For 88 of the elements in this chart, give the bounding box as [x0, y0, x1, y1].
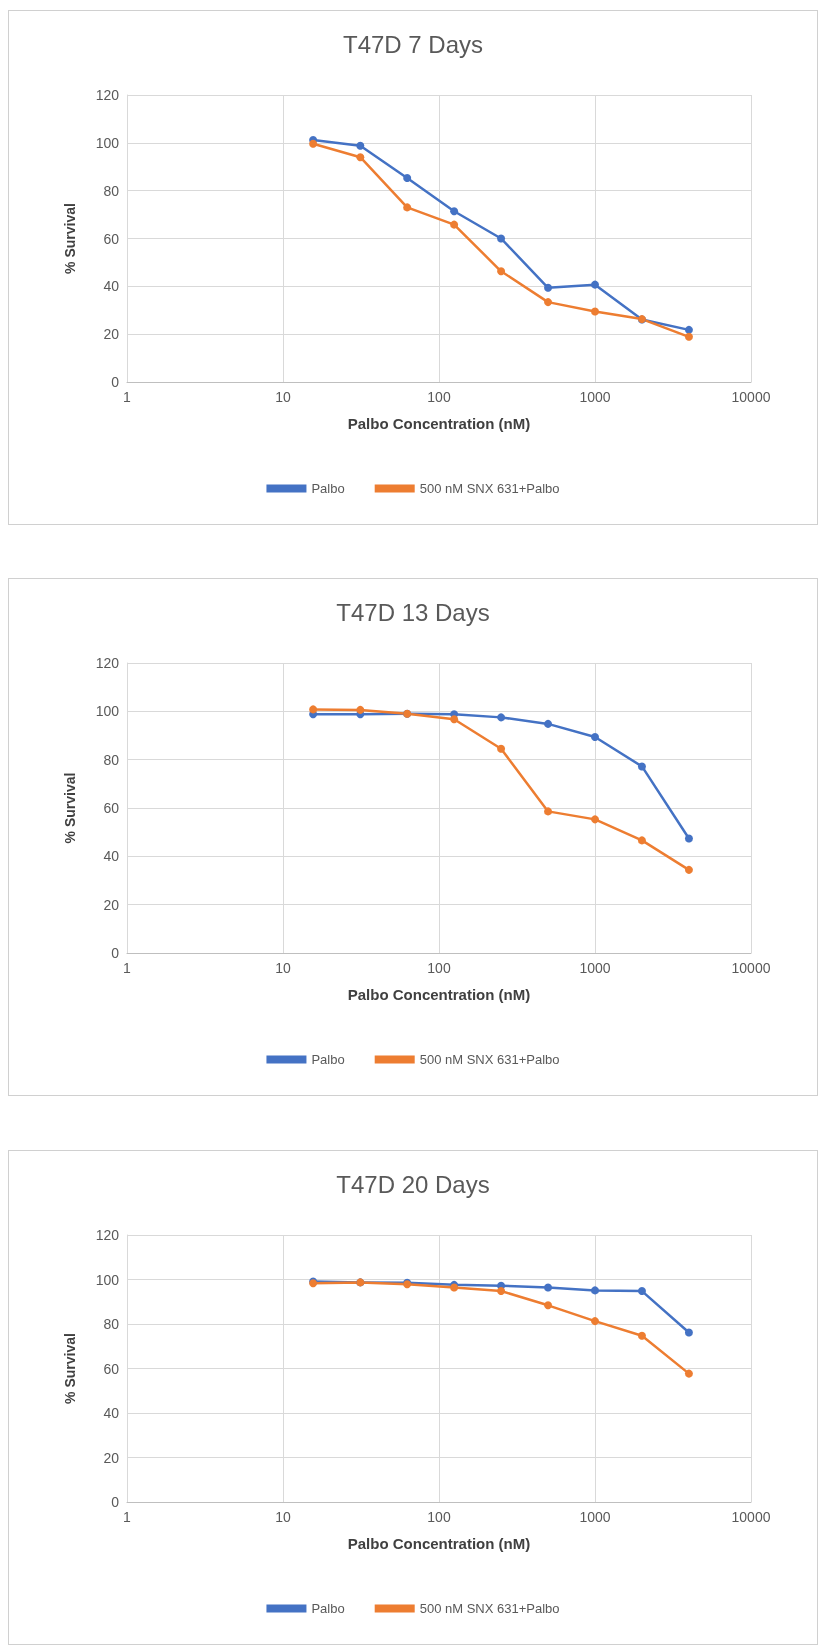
y-tick-label: 100: [95, 1271, 120, 1288]
x-tick-label: 1: [123, 1509, 132, 1525]
x-axis-title: Palbo Concentration (nM): [347, 1535, 531, 1552]
point: [591, 815, 599, 824]
point: [637, 836, 646, 845]
point: [591, 732, 599, 741]
point: [356, 141, 365, 150]
point: [591, 307, 599, 316]
legend-label: Palbo: [311, 1601, 345, 1616]
point: [497, 744, 506, 753]
point: [684, 1369, 693, 1378]
y-axis-title: % Survival: [62, 203, 78, 274]
x-tick-label: 100: [427, 389, 451, 405]
legend-label: Palbo: [311, 481, 345, 496]
x-tick-label: 100: [427, 1509, 451, 1525]
x-tick-label: 10000: [731, 1509, 771, 1525]
point: [591, 1286, 599, 1295]
point: [309, 139, 318, 148]
y-axis-title: % Survival: [62, 1333, 78, 1404]
legend-label: 500 nM SNX 631+Palbo: [419, 1052, 560, 1067]
point: [497, 1287, 506, 1296]
y-tick-label: 20: [103, 896, 120, 913]
point: [684, 325, 693, 334]
y-tick-label: 120: [95, 655, 120, 671]
point: [450, 220, 459, 229]
point: [497, 713, 506, 722]
y-tick-label: 0: [111, 945, 120, 961]
x-tick-label: 1000: [579, 960, 611, 976]
x-tick-label: 10: [275, 960, 291, 976]
x-tick-label: 10: [275, 1509, 291, 1525]
point: [684, 1328, 693, 1337]
y-tick-label: 20: [103, 326, 120, 343]
point: [684, 834, 693, 843]
x-tick-label: 1000: [579, 1509, 611, 1525]
y-tick-label: 0: [111, 374, 120, 390]
y-tick-label: 40: [103, 278, 120, 295]
chart-title: T47D 7 Days: [342, 30, 484, 58]
point: [403, 203, 412, 212]
x-tick-label: 100: [427, 960, 451, 976]
y-tick-label: 0: [111, 1494, 120, 1510]
point: [544, 1283, 553, 1292]
y-tick-label: 80: [103, 751, 120, 768]
point: [497, 234, 506, 243]
point: [544, 1301, 553, 1310]
y-tick-label: 60: [103, 230, 120, 247]
x-axis-title: Palbo Concentration (nM): [347, 986, 531, 1003]
y-tick-label: 100: [95, 703, 120, 720]
y-tick-label: 60: [103, 1360, 120, 1377]
point: [591, 280, 599, 289]
y-tick-label: 120: [95, 1227, 120, 1243]
point: [684, 865, 693, 874]
y-tick-label: 100: [95, 134, 120, 151]
point: [637, 1331, 646, 1340]
x-tick-label: 10000: [731, 960, 771, 976]
point: [544, 719, 553, 728]
y-tick-label: 20: [103, 1449, 120, 1466]
point: [544, 283, 553, 292]
legend-label: 500 nM SNX 631+Palbo: [419, 481, 560, 496]
point: [544, 298, 553, 307]
chart-title: T47D 20 Days: [336, 1170, 490, 1198]
x-axis-title: Palbo Concentration (nM): [347, 415, 531, 432]
point: [544, 807, 553, 816]
point: [591, 1317, 599, 1326]
legend-label: Palbo: [311, 1052, 345, 1067]
y-tick-label: 80: [103, 182, 120, 199]
y-tick-label: 80: [103, 1316, 120, 1332]
x-tick-label: 10: [275, 389, 291, 405]
point: [637, 1287, 646, 1296]
point: [450, 715, 459, 724]
x-tick-label: 1: [123, 960, 132, 976]
point: [637, 762, 646, 771]
x-tick-label: 10000: [731, 389, 771, 405]
legend-label: 500 nM SNX 631+Palbo: [419, 1601, 560, 1616]
y-tick-label: 60: [103, 800, 120, 816]
point: [684, 332, 693, 341]
point: [356, 705, 365, 714]
point: [356, 153, 365, 162]
x-tick-label: 1000: [579, 389, 611, 405]
y-tick-label: 120: [95, 87, 120, 103]
y-tick-label: 40: [103, 1405, 120, 1421]
chart-title: T47D 13 Days: [336, 598, 490, 626]
x-tick-label: 1: [123, 389, 132, 405]
point: [450, 207, 459, 216]
point: [497, 267, 506, 276]
point: [309, 705, 318, 714]
point: [403, 173, 412, 182]
y-tick-label: 40: [103, 848, 120, 865]
y-axis-title: % Survival: [62, 772, 78, 844]
